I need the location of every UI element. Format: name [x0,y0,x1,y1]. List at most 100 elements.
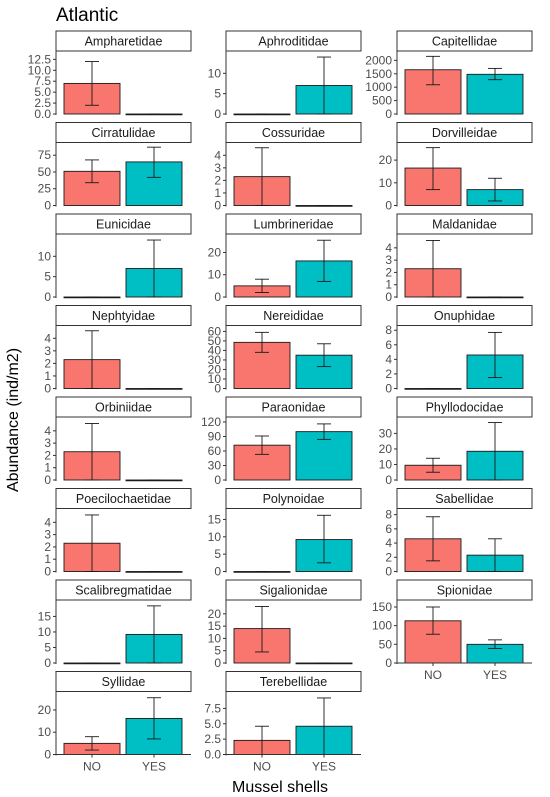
y-tick-label: 3 [214,161,221,175]
x-tick-label: NO [424,668,442,682]
error-bar [426,55,440,86]
y-tick-label: 10 [38,249,52,263]
facet-strip-label: Maldanidae [432,218,497,232]
facet-strip [225,122,362,143]
y-tick-label: 10 [379,457,393,471]
facet-strip-label: Spionidae [437,584,493,598]
y-tick-label: 0 [385,382,392,396]
x-tick-label: YES [312,760,336,774]
facet-panel: Aphroditidae 0 5 10 [208,30,362,121]
y-tick-label: 100 [372,619,392,633]
y-tick-label: 15 [38,609,52,623]
error-bar [255,331,269,353]
figure-title: Atlantic [56,5,118,26]
y-tick-label: 20 [208,362,222,376]
facet-panel: Cirratulidae 0 25 50 75 [38,122,192,213]
facet-strip-label: Nereididae [263,309,324,323]
y-tick-label: 5 [44,270,51,284]
y-tick-label: 5 [214,87,221,101]
y-tick-label: 8 [385,508,392,522]
facet-strip [55,488,192,509]
error-bar [426,457,440,473]
error-bar [85,423,99,481]
y-tick-label: 7.5 [34,74,51,88]
facet-strip-label: Phyllodocidae [426,401,504,415]
facet-strip-label: Eunicidae [96,218,151,232]
facet-strip-label: Dorvilleidae [432,126,497,140]
error-bar [85,514,99,572]
y-tick-label: 0 [214,473,221,487]
y-tick-label: 20 [208,607,222,621]
facet-strip-label: Sigalionidae [259,584,327,598]
y-tick-label: 0 [214,290,221,304]
y-tick-label: 10 [208,372,222,386]
y-tick-label: 4 [385,241,392,255]
error-bar [488,639,502,649]
bar-yes [466,73,524,115]
y-tick-label: 75 [38,148,52,162]
y-tick-label: 10 [208,66,222,80]
y-tick-label: 5 [214,547,221,561]
y-tick-label: 0 [44,382,51,396]
facet-strip-label: Nephtyidae [92,309,155,323]
facet-strip-label: Poecilochaetidae [76,492,171,506]
y-tick-label: 2.5 [204,732,221,746]
facet-strip [225,488,362,509]
error-bar [85,61,99,106]
error-bar [488,331,502,379]
facet-strip-label: Terebellidae [260,675,327,689]
facet-strip [55,671,192,692]
facet-panel: Syllidae 0 10 20 NO YES [38,671,192,774]
facet-panel: Terebellidae 0.0 2.55.0 7.5 NO YES [204,671,362,774]
y-tick-label: 3 [44,528,51,542]
y-tick-label: 4 [44,515,51,529]
error-bar [255,278,269,293]
y-tick-label: 0 [385,656,392,670]
y-tick-label: 30 [379,426,393,440]
facet-strip [225,213,362,235]
y-tick-label: 150 [372,600,392,614]
facet-strip-label: Aphroditidae [258,35,328,49]
error-bar [255,435,269,455]
facet-strip [55,305,192,326]
error-bar [317,56,331,115]
y-tick-label: 20 [379,442,393,456]
y-axis-title: Abundance (ind/m2) [5,348,22,492]
y-tick-label: 0 [44,473,51,487]
y-tick-label: 10 [208,530,222,544]
error-bar [255,147,269,206]
error-bar [255,606,269,653]
y-tick-label: 0 [44,290,51,304]
error-bar [85,736,99,751]
y-tick-label: 10 [208,268,222,282]
y-tick-label: 10 [38,725,52,739]
facet-strip-label: Syllidae [102,675,146,689]
y-tick-label: 30 [208,458,222,472]
facet-strip-label: Sabellidae [435,492,493,506]
y-tick-label: 4 [214,148,221,162]
error-bar [488,177,502,202]
y-tick-label: 120 [201,415,221,429]
y-tick-label: 15 [208,512,222,526]
error-bar [317,514,331,564]
error-bar [317,423,331,440]
facet-strip [55,579,192,601]
facet-strip [55,213,192,235]
y-tick-label: 20 [379,153,393,167]
y-tick-label: 0 [385,473,392,487]
x-tick-label: YES [142,760,166,774]
error-bar [426,516,440,562]
facet-strip [396,213,533,235]
y-tick-label: 6 [385,338,392,352]
error-bar [147,239,161,298]
facet-strip [396,30,533,52]
error-bar [426,606,440,635]
